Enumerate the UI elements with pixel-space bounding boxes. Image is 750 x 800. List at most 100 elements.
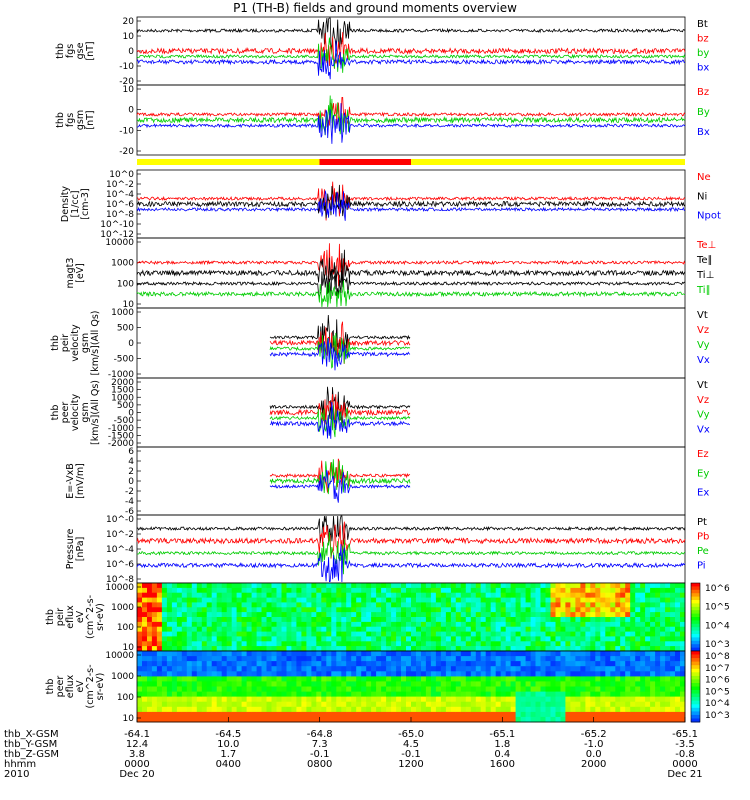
heatmap-cell bbox=[326, 621, 332, 628]
heatmap-cell bbox=[291, 626, 297, 632]
heatmap-cell bbox=[291, 592, 297, 598]
heatmap-cell bbox=[416, 597, 422, 603]
heatmap-cell bbox=[540, 617, 546, 623]
heatmap-cell bbox=[525, 631, 531, 637]
heatmap-cell bbox=[550, 592, 556, 598]
heatmap-cell bbox=[495, 621, 502, 628]
heatmap-cell bbox=[336, 671, 342, 677]
heatmap-cell bbox=[206, 612, 213, 618]
heatmap-cell bbox=[455, 696, 462, 703]
heatmap-cell bbox=[181, 587, 188, 594]
heatmap-cell bbox=[396, 631, 402, 637]
heatmap-cell bbox=[142, 671, 148, 677]
heatmap-cell bbox=[670, 696, 676, 703]
heatmap-cell bbox=[386, 587, 392, 594]
heatmap-cell bbox=[580, 626, 586, 632]
heatmap-cell bbox=[371, 636, 377, 642]
heatmap-cell bbox=[620, 597, 626, 603]
heatmap-cell bbox=[142, 631, 148, 637]
heatmap-cell bbox=[251, 681, 257, 687]
heatmap-cell bbox=[142, 612, 148, 618]
heatmap-cell bbox=[321, 612, 327, 618]
heatmap-cell bbox=[161, 617, 168, 623]
heatmap-cell bbox=[186, 666, 193, 672]
heatmap-cell bbox=[550, 621, 556, 628]
heatmap-cell bbox=[201, 656, 208, 662]
heatmap-cell bbox=[630, 646, 636, 652]
heatmap-cell bbox=[411, 583, 417, 589]
heatmap-cell bbox=[525, 641, 531, 647]
heatmap-cell bbox=[480, 592, 487, 598]
colorbar-label: 10^4 bbox=[705, 621, 730, 631]
heatmap-cell bbox=[660, 651, 666, 657]
heatmap-cell bbox=[396, 602, 402, 608]
heatmap-cell bbox=[615, 621, 621, 628]
heatmap-cell bbox=[391, 587, 397, 594]
heatmap-cell bbox=[236, 631, 242, 637]
heatmap-cell bbox=[231, 641, 238, 647]
heatmap-cell bbox=[550, 626, 556, 632]
heatmap-cell bbox=[490, 651, 497, 657]
heatmap-cell bbox=[590, 583, 596, 589]
heatmap-cell bbox=[142, 716, 148, 723]
heatmap-cell bbox=[570, 583, 576, 589]
heatmap-cell bbox=[530, 676, 536, 682]
legend-Vz: Vz bbox=[697, 325, 709, 336]
heatmap-cell bbox=[480, 681, 487, 687]
heatmap-cell bbox=[321, 711, 327, 718]
heatmap-cell bbox=[440, 621, 447, 628]
heatmap-cell bbox=[416, 701, 422, 708]
legend-bx: bx bbox=[697, 63, 709, 74]
heatmap-cell bbox=[371, 621, 377, 628]
heatmap-cell bbox=[386, 691, 392, 698]
heatmap-cell bbox=[475, 681, 482, 687]
heatmap-cell bbox=[610, 641, 616, 647]
heatmap-cell bbox=[575, 626, 581, 632]
heatmap-cell bbox=[585, 612, 591, 618]
heatmap-cell bbox=[236, 701, 242, 708]
heatmap-cell bbox=[416, 592, 422, 598]
heatmap-cell bbox=[485, 621, 492, 628]
legend-Pb: Pb bbox=[697, 532, 709, 543]
heatmap-cell bbox=[301, 706, 307, 713]
heatmap-cell bbox=[351, 686, 357, 692]
heatmap-cell bbox=[346, 686, 352, 692]
heatmap-cell bbox=[505, 631, 512, 637]
heatmap-cell bbox=[396, 641, 402, 647]
heatmap-cell bbox=[630, 592, 636, 598]
heatmap-cell bbox=[580, 686, 586, 692]
heatmap-cell bbox=[401, 711, 407, 718]
heatmap-cell bbox=[500, 612, 507, 618]
heatmap-cell bbox=[595, 671, 601, 677]
heatmap-cell bbox=[590, 691, 596, 698]
heatmap-cell bbox=[241, 656, 247, 662]
heatmap-cell bbox=[445, 602, 452, 608]
heatmap-cell bbox=[346, 696, 352, 703]
heatmap-cell bbox=[301, 641, 307, 647]
series-Vt bbox=[269, 314, 411, 359]
heatmap-cell bbox=[465, 706, 472, 713]
heatmap-cell bbox=[276, 583, 282, 589]
heatmap-cell bbox=[241, 636, 247, 642]
heatmap-cell bbox=[565, 656, 571, 662]
heatmap-cell bbox=[311, 706, 317, 713]
heatmap-cell bbox=[346, 636, 352, 642]
heatmap-cell bbox=[301, 597, 307, 603]
heatmap-cell bbox=[485, 696, 492, 703]
heatmap-cell bbox=[321, 716, 327, 723]
heatmap-cell bbox=[196, 666, 203, 672]
heatmap-cell bbox=[515, 592, 521, 598]
heatmap-cell bbox=[151, 661, 158, 667]
heatmap-cell bbox=[361, 706, 367, 713]
heatmap-cell bbox=[316, 597, 322, 603]
heatmap-cell bbox=[505, 587, 512, 594]
heatmap-cell bbox=[421, 607, 427, 613]
heatmap-cell bbox=[560, 651, 566, 657]
heatmap-cell bbox=[445, 691, 452, 698]
heatmap-cell bbox=[510, 612, 516, 618]
heatmap-cell bbox=[286, 631, 292, 637]
heatmap-cell bbox=[470, 612, 477, 618]
heatmap-cell bbox=[465, 592, 472, 598]
heatmap-cell bbox=[421, 671, 427, 677]
heatmap-cell bbox=[191, 676, 198, 682]
